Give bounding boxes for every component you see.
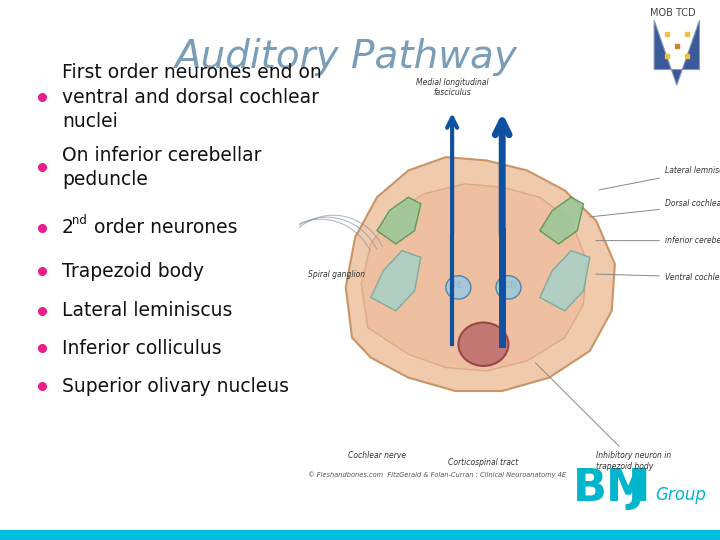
Text: inferior cerebellar peduncle: inferior cerebellar peduncle [595,236,720,245]
Polygon shape [377,197,420,244]
Text: SCN: SCN [500,281,517,290]
Text: order neurones: order neurones [88,218,238,238]
Text: Trapezoid body: Trapezoid body [62,261,204,281]
Polygon shape [654,20,700,85]
Text: On inferior cerebellar
peduncle: On inferior cerebellar peduncle [62,146,261,189]
Text: BM: BM [572,467,651,510]
Ellipse shape [496,276,521,299]
Text: MOB TCD: MOB TCD [650,8,696,18]
Text: Inhibitory neuron in
trapezoid body: Inhibitory neuron in trapezoid body [536,363,671,470]
Ellipse shape [459,322,508,366]
Text: Spiral ganglion: Spiral ganglion [308,269,365,279]
Text: Group: Group [655,486,706,504]
Text: J: J [628,467,644,510]
Text: Dorsal cochlear nucleus: Dorsal cochlear nucleus [590,199,720,217]
Text: Lateral leminiscus: Lateral leminiscus [62,301,233,320]
Text: © Fleshandbones.com  FitzGerald & Folan-Curran : Clinical Neuroanatomy 4E: © Fleshandbones.com FitzGerald & Folan-C… [308,471,566,478]
Text: Inferior colliculus: Inferior colliculus [62,339,222,358]
Text: Corticospinal tract: Corticospinal tract [449,458,518,467]
Polygon shape [371,251,420,311]
Text: 2: 2 [62,218,74,238]
FancyBboxPatch shape [0,530,720,540]
Polygon shape [540,197,584,244]
Text: Cochlear nerve: Cochlear nerve [348,451,406,460]
Polygon shape [346,157,615,391]
Text: NL: NL [453,281,464,290]
Text: Superior olivary nucleus: Superior olivary nucleus [62,376,289,396]
Text: Medial longitudinal
fasciculus: Medial longitudinal fasciculus [416,78,488,97]
Polygon shape [361,184,587,371]
Text: Auditory Pathway: Auditory Pathway [174,38,516,76]
Text: nd: nd [72,214,86,227]
Ellipse shape [446,276,471,299]
Text: Lateral lemniscus: Lateral lemniscus [599,166,720,190]
Polygon shape [540,251,590,311]
Text: Ventral cochlear nucleus: Ventral cochlear nucleus [595,273,720,282]
Text: First order neurones end on
ventral and dorsal cochlear
nuclei: First order neurones end on ventral and … [62,64,322,131]
